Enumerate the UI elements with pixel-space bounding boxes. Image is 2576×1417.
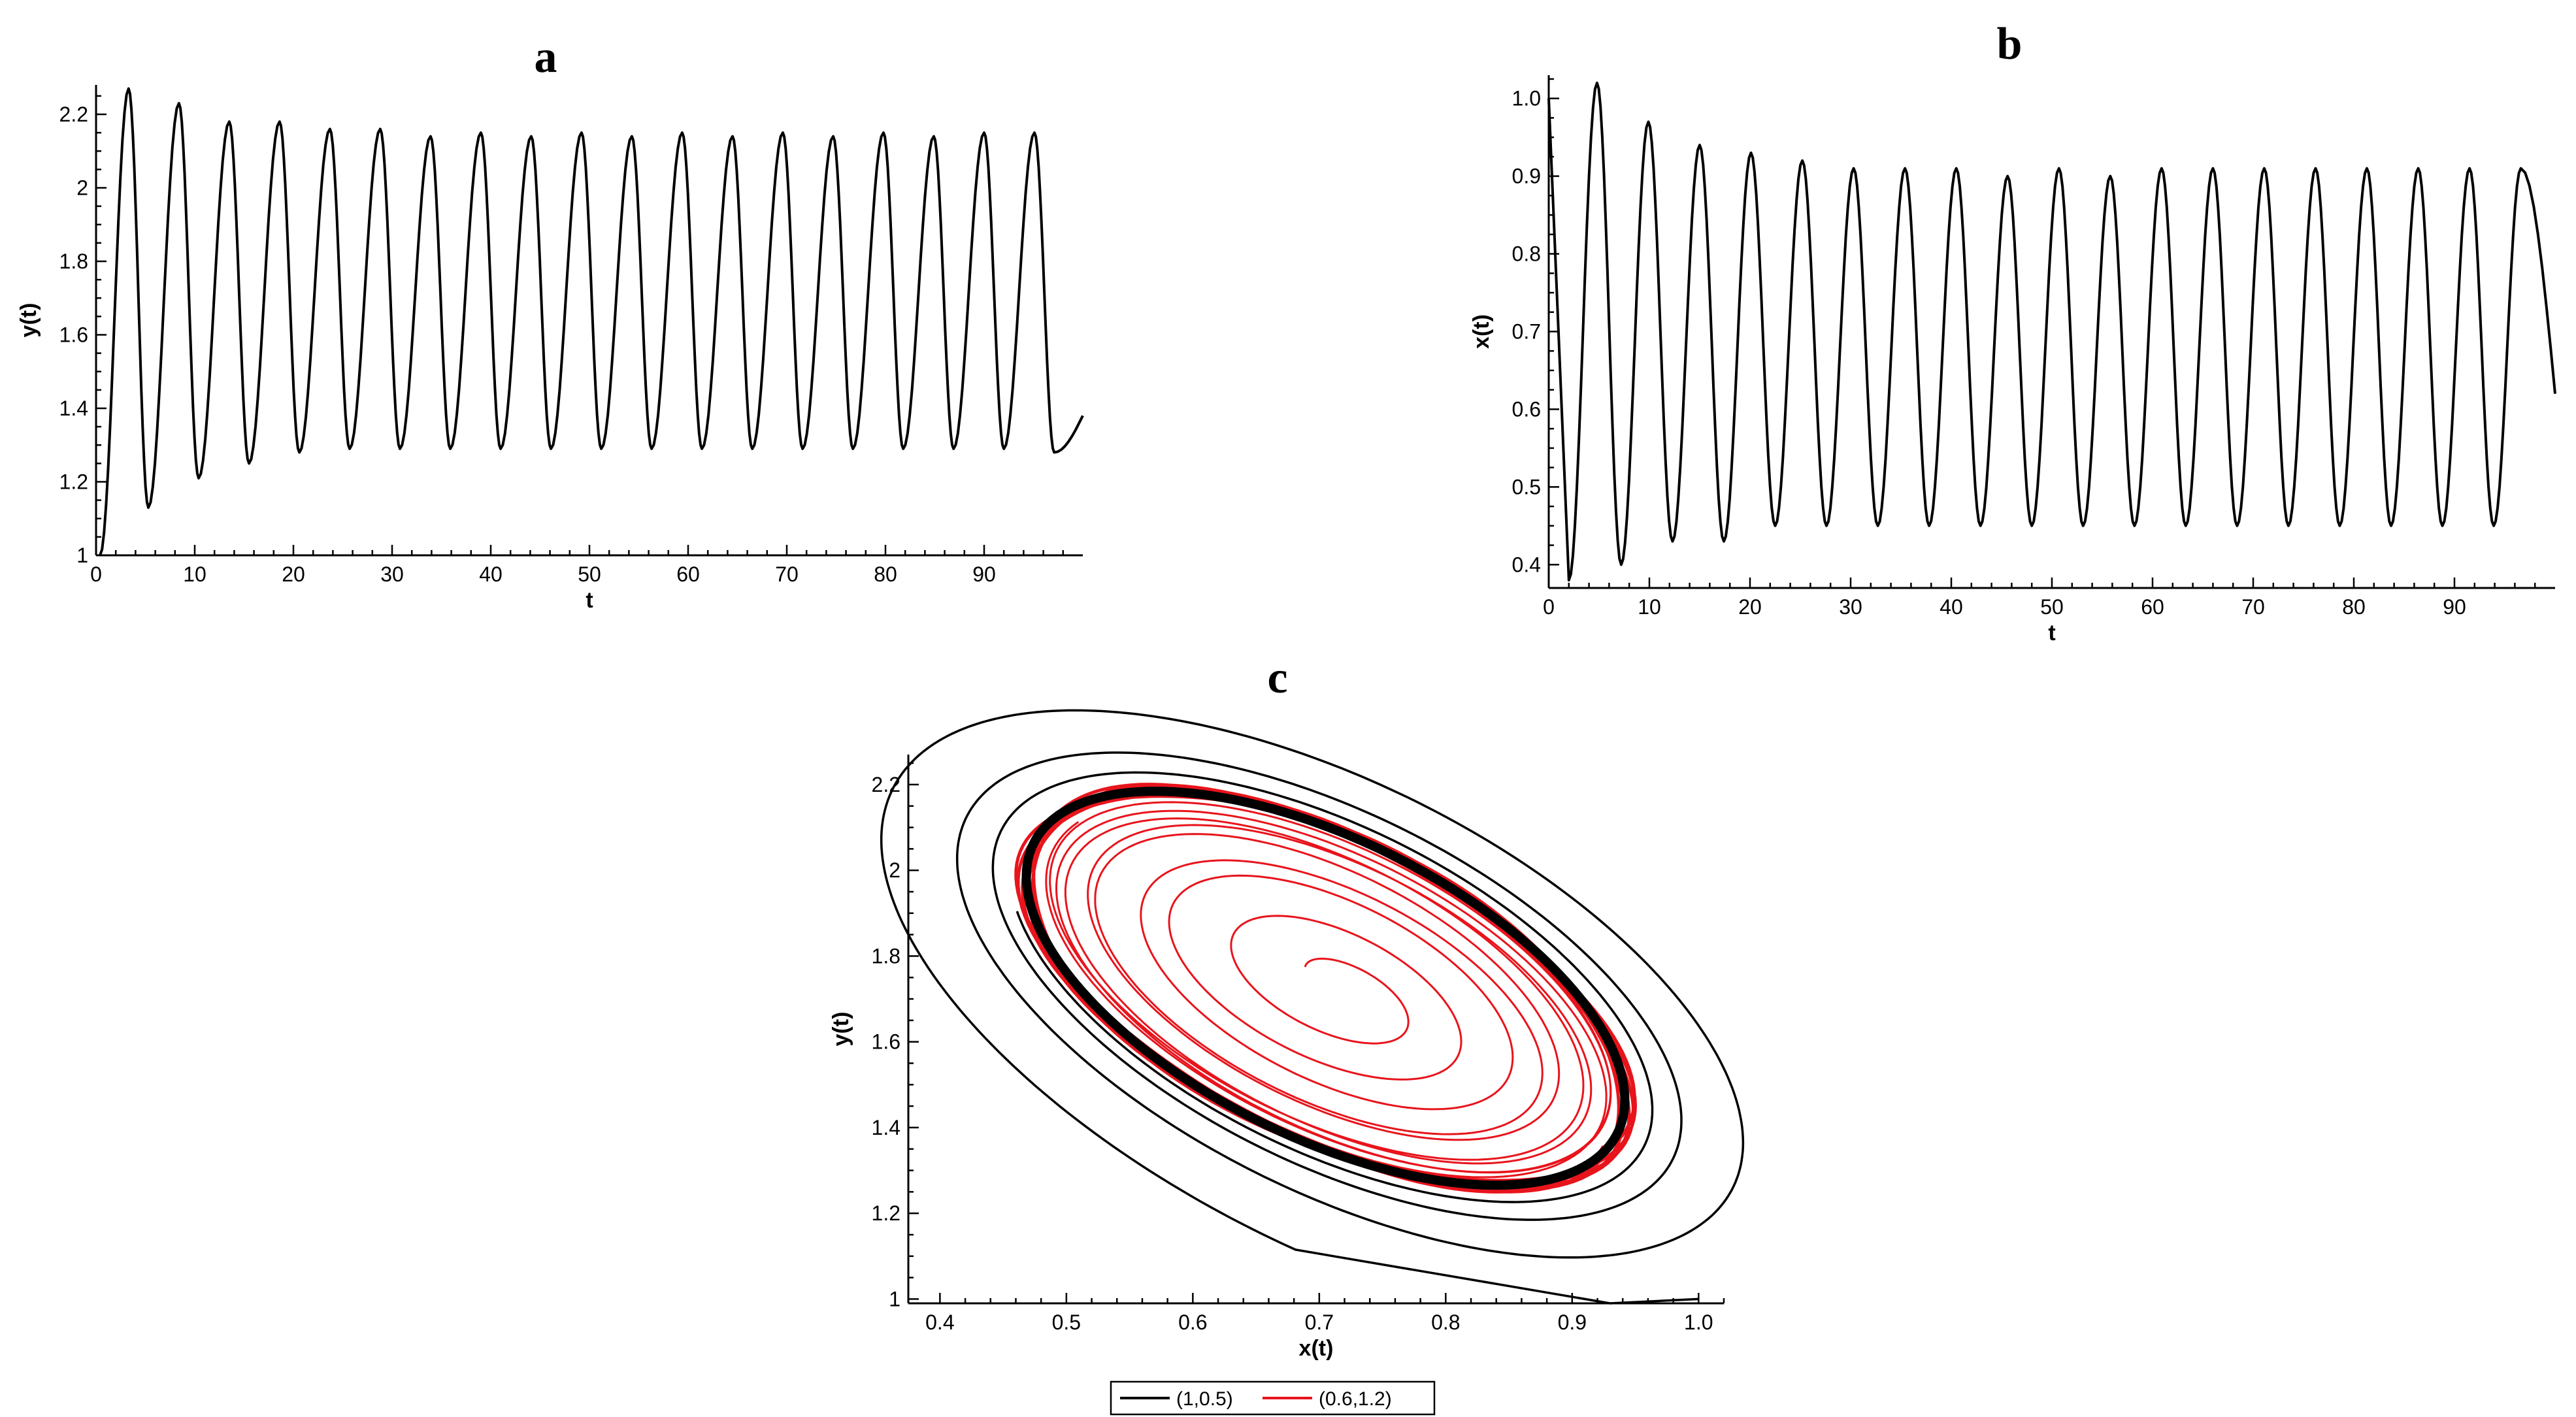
a-x-tick-label: 30 (380, 562, 404, 586)
a-x-tick-label: 80 (874, 562, 897, 586)
legend-label-red: (0.6,1.2) (1319, 1388, 1392, 1410)
c-y-tick-label: 1.6 (872, 1030, 900, 1054)
b-y-tick-label: 0.5 (1512, 475, 1541, 498)
c-y-tick-label: 1.4 (872, 1116, 900, 1139)
a-y-tick-label: 1.8 (59, 250, 88, 273)
c-x-tick-label: 0.8 (1431, 1311, 1460, 1334)
a-x-tick-label: 40 (479, 562, 503, 586)
b-y-tick-label: 0.7 (1512, 320, 1541, 344)
a-y-tick-label: 2 (76, 176, 88, 200)
a-x-tick-label: 50 (578, 562, 601, 586)
b-x-tick-label: 90 (2443, 595, 2466, 619)
c-limit-cycle (1021, 787, 1630, 1190)
axes-a: 0 10 20 30 40 50 60 70 80 90 1 1.2 1.4 1.6 1.8 2 2.2 t y(t… (16, 85, 1084, 613)
c-x-tick-label: 0.9 (1558, 1311, 1587, 1334)
b-x-tick-label: 60 (2141, 595, 2164, 619)
b-y-tick-label: 0.4 (1512, 553, 1541, 576)
a-x-tick-label: 20 (282, 562, 305, 586)
b-x-tick-label: 50 (2040, 595, 2064, 619)
b-x-tick-label: 70 (2241, 595, 2265, 619)
panel-label-a: a (535, 32, 557, 82)
a-y-axis-title: y(t) (16, 303, 41, 338)
c-y-tick-label: 2 (889, 858, 900, 882)
b-x-tick-label: 80 (2342, 595, 2366, 619)
chart-a: a 0 10 20 30 40 50 60 70 80 90 1 1.2 1.4 1.6 1.8 2 2.2 t y… (16, 32, 1084, 613)
a-x-tick-label: 60 (676, 562, 700, 586)
panel-label-c: c (1267, 653, 1287, 703)
b-series-line (1547, 81, 2556, 582)
a-x-tick-label: 10 (183, 562, 206, 586)
a-x-tick-label: 70 (775, 562, 799, 586)
a-y-tick-label: 1 (76, 544, 88, 567)
a-y-tick-label: 1.4 (59, 397, 88, 420)
b-y-tick-label: 0.9 (1512, 165, 1541, 188)
b-x-tick-label: 20 (1738, 595, 1762, 619)
a-y-tick-label: 1.6 (59, 323, 88, 347)
b-y-tick-label: 0.8 (1512, 242, 1541, 266)
c-x-tick-label: 0.7 (1305, 1311, 1334, 1334)
c-x-tick-label: 1.0 (1684, 1311, 1713, 1334)
legend-label-black: (1,0.5) (1176, 1388, 1233, 1410)
a-y-tick-label: 1.2 (59, 470, 88, 494)
c-x-tick-label: 0.6 (1178, 1311, 1207, 1334)
chart-b: b 0 10 20 30 40 50 60 70 80 90 0.4 0.5 0.6 0.7 0.8 0.9 1… (1469, 19, 2556, 645)
b-x-axis-title: t (2048, 621, 2055, 645)
c-series-black (880, 709, 1745, 1305)
axes-b: 0 10 20 30 40 50 60 70 80 90 0.4 0.5 0.6 0.7 0.8 0.9 1.0… (1469, 75, 2556, 645)
a-series-line (99, 87, 1084, 556)
b-x-tick-label: 10 (1638, 595, 1661, 619)
a-x-axis-title: t (586, 588, 593, 613)
b-y-axis-title: x(t) (1469, 314, 1494, 349)
c-y-axis-title: y(t) (829, 1012, 853, 1047)
b-y-tick-label: 1.0 (1512, 87, 1541, 110)
c-y-tick-label: 1.8 (872, 944, 900, 968)
c-x-axis-title: x(t) (1299, 1336, 1334, 1361)
legend: (1,0.5) (0.6,1.2) (1110, 1380, 1436, 1416)
c-y-tick-label: 1.2 (872, 1201, 900, 1225)
c-series-red (1028, 792, 1612, 1179)
b-x-tick-label: 40 (1940, 595, 1963, 619)
b-x-tick-label: 30 (1839, 595, 1862, 619)
c-x-tick-label: 0.5 (1052, 1311, 1081, 1334)
c-y-tick-label: 1 (889, 1287, 900, 1311)
c-x-tick-label: 0.4 (925, 1311, 954, 1334)
b-x-tick-label: 0 (1543, 595, 1555, 619)
a-y-tick-label: 2.2 (59, 103, 88, 126)
axes-c: 0.4 0.5 0.6 0.7 0.8 0.9 1.011.21.41.61.822.2x(… (829, 709, 1745, 1361)
b-y-tick-label: 0.6 (1512, 397, 1541, 421)
panel-label-b: b (1997, 19, 2023, 69)
a-x-tick-label: 0 (90, 562, 102, 586)
chart-c: c 0.4 0.5 0.6 0.7 0.8 0.9 1.011.21.41.61.822.2… (829, 653, 1745, 1416)
a-x-tick-label: 90 (972, 562, 996, 586)
